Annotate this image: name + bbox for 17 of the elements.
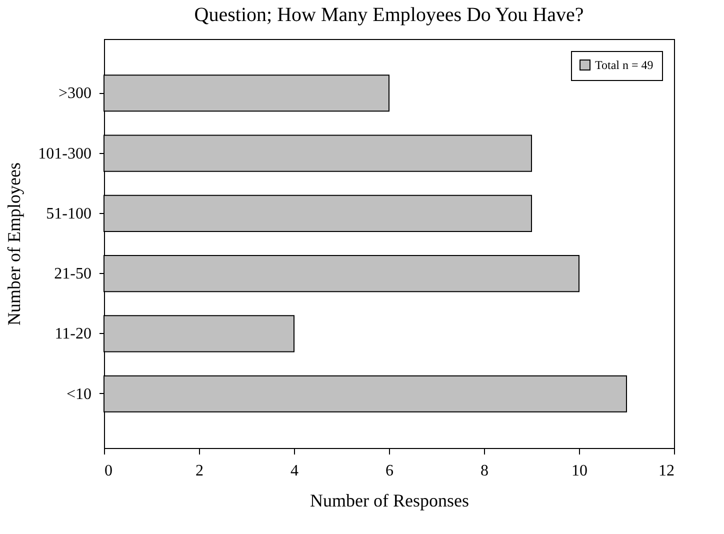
y-tick-label: 101-300 xyxy=(38,145,92,162)
y-tick-label: 11-20 xyxy=(54,326,92,343)
x-axis-title: Number of Responses xyxy=(310,490,469,510)
x-tick-label: 4 xyxy=(290,462,298,480)
x-tick-label: 0 xyxy=(104,462,112,480)
x-tick-label: 12 xyxy=(658,462,674,480)
y-tick-label: >300 xyxy=(58,85,92,102)
chart-title: Question; How Many Employees Do You Have? xyxy=(194,4,584,26)
x-tick-label: 6 xyxy=(386,462,394,480)
y-tick-label: 21-50 xyxy=(54,266,92,283)
y-tick-label: <10 xyxy=(66,386,92,403)
x-tick-label: 10 xyxy=(572,462,588,480)
y-axis-title: Number of Employees xyxy=(4,162,24,326)
x-tick-label: 8 xyxy=(480,462,488,480)
legend-label: Total n = 49 xyxy=(595,58,654,72)
x-tick-label: 2 xyxy=(196,462,204,480)
y-tick-label: 51-100 xyxy=(46,205,92,222)
